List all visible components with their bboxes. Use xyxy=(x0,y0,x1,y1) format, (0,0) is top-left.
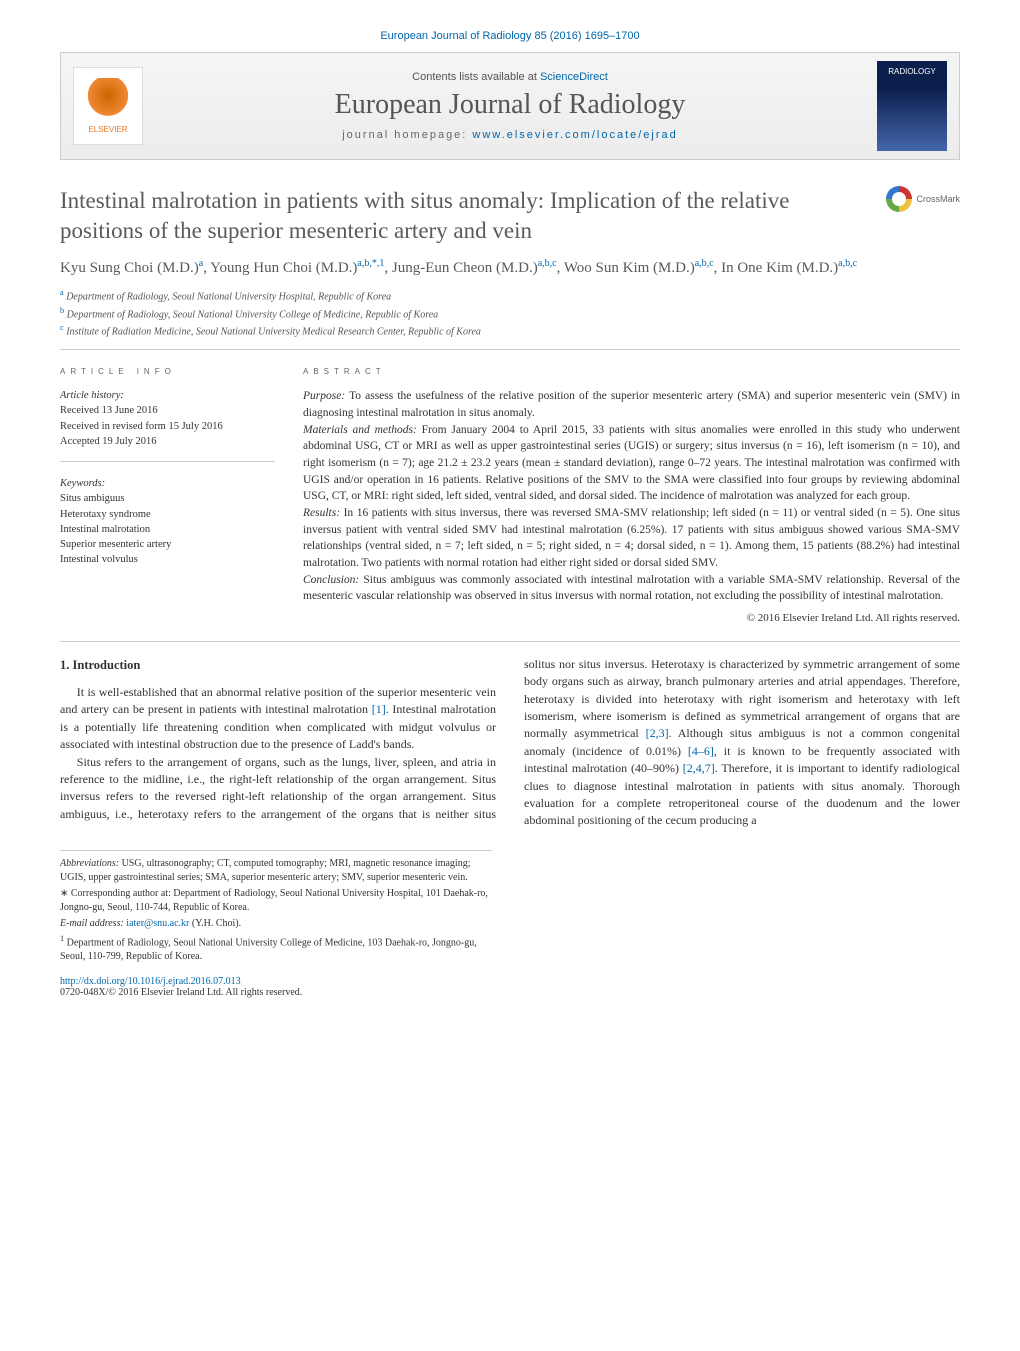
affiliations: a Department of Radiology, Seoul Nationa… xyxy=(60,287,960,339)
keyword: Superior mesenteric artery xyxy=(60,537,275,552)
rule-bottom xyxy=(60,641,960,642)
journal-title: European Journal of Radiology xyxy=(157,89,863,121)
keyword: Heterotaxy syndrome xyxy=(60,507,275,522)
contents-prefix: Contents lists available at xyxy=(412,71,540,83)
sciencedirect-link[interactable]: ScienceDirect xyxy=(540,71,608,83)
history-line: Received in revised form 15 July 2016 xyxy=(60,419,275,434)
note1-sup: 1 xyxy=(60,934,64,943)
contents-line: Contents lists available at ScienceDirec… xyxy=(157,71,863,83)
history-line: Accepted 19 July 2016 xyxy=(60,434,275,449)
crossmark-label: CrossMark xyxy=(916,194,960,204)
note1-footnote: 1 Department of Radiology, Seoul Nationa… xyxy=(60,933,492,964)
conclusion-label: Conclusion: xyxy=(303,574,359,586)
keywords-block: Keywords: Situs ambiguusHeterotaxy syndr… xyxy=(60,476,275,567)
conclusion-text: Situs ambiguus was commonly associated w… xyxy=(303,574,960,603)
affiliation: b Department of Radiology, Seoul Nationa… xyxy=(60,305,960,322)
purpose-label: Purpose: xyxy=(303,390,345,402)
article-info-heading: article info xyxy=(60,364,275,380)
rule-top xyxy=(60,349,960,350)
methods-label: Materials and methods: xyxy=(303,424,417,436)
running-head: European Journal of Radiology 85 (2016) … xyxy=(60,30,960,42)
crossmark-icon xyxy=(886,186,912,212)
email-link[interactable]: iater@snu.ac.kr xyxy=(126,918,189,929)
doi-block: http://dx.doi.org/10.1016/j.ejrad.2016.0… xyxy=(60,976,492,998)
intro-heading: 1. Introduction xyxy=(60,656,496,674)
purpose-text: To assess the usefulness of the relative… xyxy=(303,390,960,419)
corr-label: ∗ Corresponding author at: xyxy=(60,888,171,899)
keywords-label: Keywords: xyxy=(60,476,275,491)
abstract-column: abstract Purpose: To assess the usefulne… xyxy=(303,364,960,627)
elsevier-logo: ELSEVIER xyxy=(73,67,143,145)
abbreviations-footnote: Abbreviations: USG, ultrasonography; CT,… xyxy=(60,857,492,885)
keyword: Intestinal malrotation xyxy=(60,522,275,537)
journal-cover-thumb: RADIOLOGY xyxy=(877,61,947,151)
authors: Kyu Sung Choi (M.D.)a, Young Hun Choi (M… xyxy=(60,256,960,280)
article-history: Article history: Received 13 June 2016Re… xyxy=(60,388,275,449)
elsevier-logo-text: ELSEVIER xyxy=(88,125,127,134)
info-abstract-row: article info Article history: Received 1… xyxy=(60,364,960,627)
intro-para-1: It is well-established that an abnormal … xyxy=(60,684,496,754)
crossmark-badge[interactable]: CrossMark xyxy=(886,186,960,212)
abstract-body: Purpose: To assess the usefulness of the… xyxy=(303,388,960,605)
abstract-heading: abstract xyxy=(303,364,960,380)
results-label: Results: xyxy=(303,507,340,519)
citation-link[interactable]: [4–6] xyxy=(688,744,714,758)
doi-link[interactable]: http://dx.doi.org/10.1016/j.ejrad.2016.0… xyxy=(60,976,241,987)
note1-text: Department of Radiology, Seoul National … xyxy=(60,937,477,962)
keyword: Situs ambiguus xyxy=(60,491,275,506)
homepage-prefix: journal homepage: xyxy=(342,129,472,141)
article-info-column: article info Article history: Received 1… xyxy=(60,364,275,627)
title-row: Intestinal malrotation in patients with … xyxy=(60,186,960,246)
citation-link[interactable]: [2,4,7] xyxy=(683,761,715,775)
email-footnote: E-mail address: iater@snu.ac.kr (Y.H. Ch… xyxy=(60,917,492,931)
journal-header-bar: ELSEVIER Contents lists available at Sci… xyxy=(60,52,960,160)
elsevier-tree-icon xyxy=(88,78,128,122)
abstract-copyright: © 2016 Elsevier Ireland Ltd. All rights … xyxy=(303,611,960,627)
footnotes: Abbreviations: USG, ultrasonography; CT,… xyxy=(60,850,492,964)
homepage-link[interactable]: www.elsevier.com/locate/ejrad xyxy=(472,129,677,141)
affiliation: a Department of Radiology, Seoul Nationa… xyxy=(60,287,960,304)
rule-info xyxy=(60,461,275,462)
article-title: Intestinal malrotation in patients with … xyxy=(60,186,870,246)
affiliation: c Institute of Radiation Medicine, Seoul… xyxy=(60,322,960,339)
abbrev-label: Abbreviations: xyxy=(60,858,119,869)
results-text: In 16 patients with situs inversus, ther… xyxy=(303,507,960,569)
email-label: E-mail address: xyxy=(60,918,124,929)
abbrev-text: USG, ultrasonography; CT, computed tomog… xyxy=(60,858,470,883)
corresponding-footnote: ∗ Corresponding author at: Department of… xyxy=(60,887,492,915)
keyword: Intestinal volvulus xyxy=(60,552,275,567)
homepage-line: journal homepage: www.elsevier.com/locat… xyxy=(157,129,863,141)
header-center: Contents lists available at ScienceDirec… xyxy=(157,71,863,141)
history-line: Received 13 June 2016 xyxy=(60,403,275,418)
issn-copyright: 0720-048X/© 2016 Elsevier Ireland Ltd. A… xyxy=(60,987,302,998)
body-columns: 1. Introduction It is well-established t… xyxy=(60,656,960,830)
history-label: Article history: xyxy=(60,388,275,403)
email-who: (Y.H. Choi). xyxy=(192,918,241,929)
citation-link[interactable]: [1] xyxy=(372,702,386,716)
citation-link[interactable]: [2,3] xyxy=(646,726,669,740)
